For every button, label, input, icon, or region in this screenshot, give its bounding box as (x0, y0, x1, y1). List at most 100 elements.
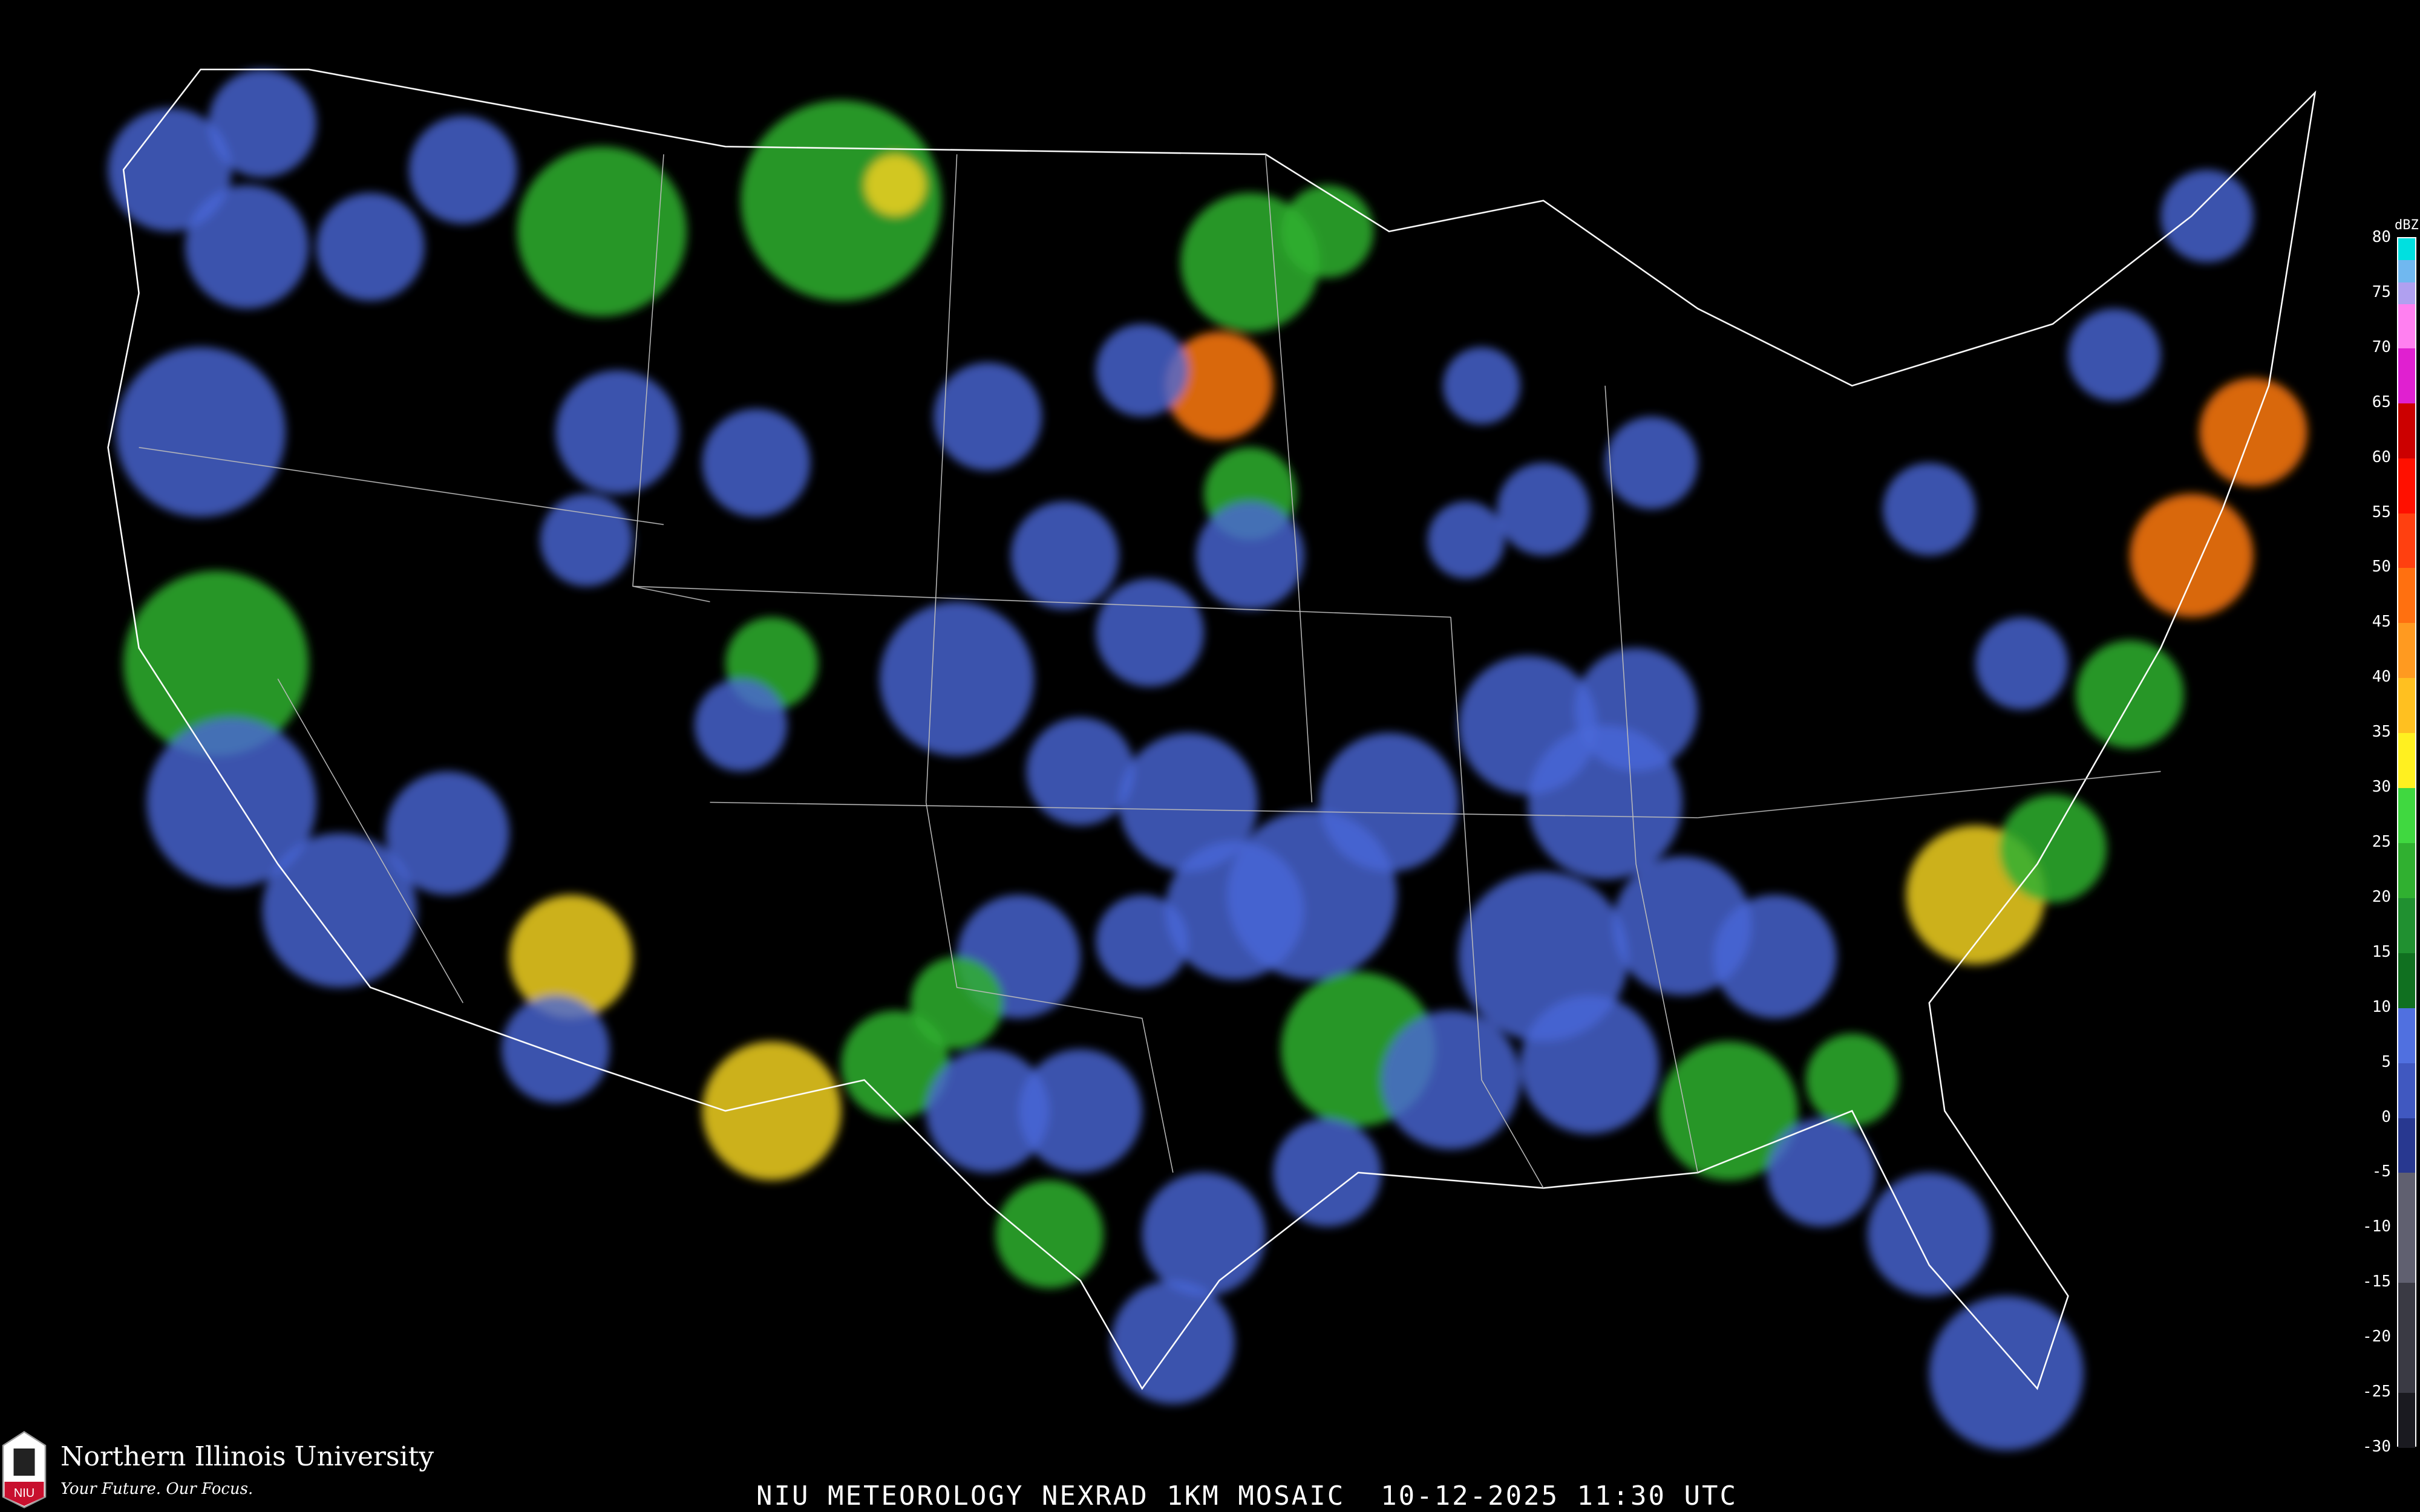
legend-swatch (2398, 348, 2415, 403)
legend-label: 20 (2372, 887, 2391, 906)
radar-echo (1018, 1049, 1142, 1173)
radar-echo (2199, 378, 2307, 486)
legend-label: -25 (2363, 1383, 2391, 1401)
niu-shield-icon: NIU (2, 1431, 47, 1508)
radar-echo (540, 494, 633, 587)
legend-swatch (2398, 282, 2415, 305)
legend-swatch (2398, 304, 2415, 348)
radar-echo (517, 146, 687, 316)
radar-echo (1520, 995, 1660, 1134)
radar-echo (1111, 1280, 1235, 1404)
radar-echo (316, 192, 425, 301)
radar-echo (208, 69, 316, 178)
legend-label: -5 (2372, 1162, 2391, 1181)
legend-swatch (2398, 1118, 2415, 1173)
legend-label: -30 (2363, 1438, 2391, 1456)
radar-echo (694, 679, 788, 772)
legend-swatch (2398, 458, 2415, 513)
legend-label: 80 (2372, 228, 2391, 246)
radar-echo (841, 1010, 949, 1119)
radar-echo (108, 108, 232, 232)
legend-swatch (2398, 1393, 2415, 1448)
radar-echo (185, 185, 309, 309)
radar-echo (1119, 732, 1258, 872)
legend-label: 30 (2372, 778, 2391, 797)
radar-echo (1096, 578, 1204, 687)
radar-echo (1026, 717, 1134, 826)
radar-echo (1767, 1118, 1876, 1227)
radar-echo (702, 1041, 842, 1181)
legend-label: 60 (2372, 448, 2391, 466)
radar-echo (1443, 347, 1520, 425)
radar-echo (1605, 416, 1698, 509)
radar-echoes (108, 69, 2307, 1450)
legend-label: 65 (2372, 393, 2391, 411)
radar-echo (509, 894, 633, 1018)
radar-echo (1998, 794, 2107, 903)
radar-echo (1165, 331, 1274, 440)
legend-swatch (2398, 238, 2415, 261)
legend-label: 75 (2372, 282, 2391, 301)
radar-echo (2076, 640, 2184, 749)
legend-label: 0 (2381, 1107, 2391, 1126)
radar-echo (926, 1049, 1050, 1173)
legend-swatch (2398, 733, 2415, 789)
legend-label: 5 (2381, 1052, 2391, 1071)
radar-echo (1096, 894, 1189, 988)
radar-echo (262, 833, 417, 988)
conus-outline (107, 68, 2317, 1390)
product-caption: NIU METEOROLOGY NEXRAD 1KM MOSAIC 10-12-… (756, 1481, 1738, 1511)
radar-echo (1867, 1172, 1991, 1296)
legend-swatch (2398, 1063, 2415, 1118)
university-name: Northern Illinois University (60, 1441, 434, 1472)
radar-echo (123, 570, 309, 756)
legend-label: 25 (2372, 833, 2391, 851)
radar-echo (2160, 169, 2254, 262)
legend-swatch (2398, 898, 2415, 953)
legend-label: 10 (2372, 997, 2391, 1016)
radar-echo (864, 154, 926, 217)
legend-label: 45 (2372, 613, 2391, 631)
niu-logo: NIU Northern Illinois University Your Fu… (0, 1430, 436, 1509)
university-tagline: Your Future. Our Focus. (60, 1480, 253, 1498)
legend-swatch (2398, 623, 2415, 679)
legend-swatch (2398, 1173, 2415, 1283)
radar-echo (1281, 185, 1374, 278)
legend-label: -10 (2363, 1217, 2391, 1236)
legend-label: -15 (2363, 1272, 2391, 1291)
radar-echo (1574, 648, 1698, 772)
legend-swatch (2398, 403, 2415, 458)
legend-swatch (2398, 678, 2415, 734)
radar-echo (146, 717, 316, 887)
legend-swatch (2398, 843, 2415, 898)
radar-echo (1427, 501, 1505, 579)
legend-color-bar (2397, 237, 2416, 1448)
legend-swatch (2398, 788, 2415, 843)
legend-swatch (2398, 513, 2415, 569)
radar-echo (1497, 463, 1590, 556)
radar-echo (555, 370, 679, 494)
legend-swatch (2398, 568, 2415, 624)
radar-echo (502, 995, 610, 1103)
radar-echo (1320, 732, 1459, 872)
legend-swatch (2398, 953, 2415, 1008)
radar-echo (995, 1180, 1104, 1289)
radar-echo (1381, 1010, 1520, 1150)
radar-echo (702, 409, 811, 517)
legend-label: 40 (2372, 668, 2391, 686)
radar-echo (1975, 617, 2068, 710)
legend-swatch (2398, 1283, 2415, 1393)
radar-echo (1883, 463, 1976, 556)
legend-unit: dBZ (2395, 218, 2419, 233)
radar-echo (1713, 894, 1837, 1018)
radar-echo (1929, 1295, 2084, 1450)
legend-label: -20 (2363, 1328, 2391, 1346)
legend-label: 70 (2372, 337, 2391, 356)
legend-label: 55 (2372, 503, 2391, 521)
state-borders (139, 154, 2161, 1188)
legend-swatch (2398, 1008, 2415, 1063)
radar-echo (1805, 1034, 1898, 1127)
radar-echo (934, 362, 1042, 471)
radar-echo (116, 347, 286, 517)
